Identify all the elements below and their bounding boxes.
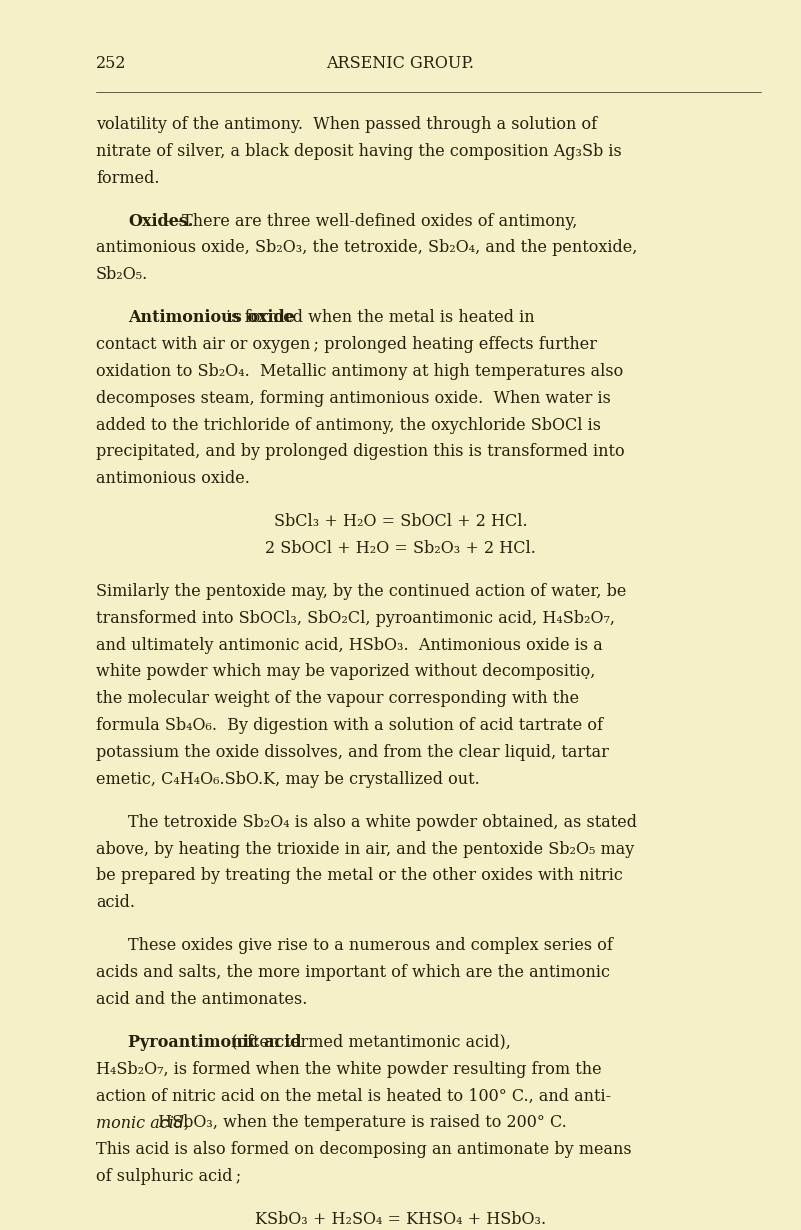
Text: antimonious oxide.: antimonious oxide. bbox=[96, 470, 250, 487]
Text: action of nitric acid on the metal is heated to 100° C., and anti-: action of nitric acid on the metal is he… bbox=[96, 1087, 611, 1105]
Text: Oxides.: Oxides. bbox=[128, 213, 194, 230]
Text: is formed when the metal is heated in: is formed when the metal is heated in bbox=[221, 309, 534, 326]
Text: monic acid,: monic acid, bbox=[96, 1114, 189, 1132]
Text: ARSENIC GROUP.: ARSENIC GROUP. bbox=[327, 55, 474, 71]
Text: (often termed metantimonic acid),: (often termed metantimonic acid), bbox=[226, 1034, 511, 1050]
Text: This acid is also formed on decomposing an antimonate by means: This acid is also formed on decomposing … bbox=[96, 1141, 632, 1159]
Text: Antimonious oxide: Antimonious oxide bbox=[128, 309, 295, 326]
Text: Pyroantimonic acid: Pyroantimonic acid bbox=[128, 1034, 302, 1050]
Text: precipitated, and by prolonged digestion this is transformed into: precipitated, and by prolonged digestion… bbox=[96, 443, 625, 460]
Text: the molecular weight of the vapour corresponding with the: the molecular weight of the vapour corre… bbox=[96, 690, 579, 707]
Text: 2 SbOCl + H₂O = Sb₂O₃ + 2 HCl.: 2 SbOCl + H₂O = Sb₂O₃ + 2 HCl. bbox=[265, 540, 536, 557]
Text: emetic, C₄H₄O₆.SbO.K, may be crystallized out.: emetic, C₄H₄O₆.SbO.K, may be crystallize… bbox=[96, 771, 480, 787]
Text: nitrate of silver, a black deposit having the composition Ag₃Sb is: nitrate of silver, a black deposit havin… bbox=[96, 143, 622, 160]
Text: acid.: acid. bbox=[96, 894, 135, 911]
Text: HSbO₃, when the temperature is raised to 200° C.: HSbO₃, when the temperature is raised to… bbox=[154, 1114, 567, 1132]
Text: oxidation to Sb₂O₄.  Metallic antimony at high temperatures also: oxidation to Sb₂O₄. Metallic antimony at… bbox=[96, 363, 623, 380]
Text: and ultimately antimonic acid, HSbO₃.  Antimonious oxide is a: and ultimately antimonic acid, HSbO₃. An… bbox=[96, 637, 603, 653]
Text: antimonious oxide, Sb₂O₃, the tetroxide, Sb₂O₄, and the pentoxide,: antimonious oxide, Sb₂O₃, the tetroxide,… bbox=[96, 240, 638, 256]
Text: be prepared by treating the metal or the other oxides with nitric: be prepared by treating the metal or the… bbox=[96, 867, 623, 884]
Text: Similarly the pentoxide may, by the continued action of water, be: Similarly the pentoxide may, by the cont… bbox=[96, 583, 626, 600]
Text: These oxides give rise to a numerous and complex series of: These oxides give rise to a numerous and… bbox=[128, 937, 613, 954]
Text: transformed into SbOCl₃, SbO₂Cl, pyroantimonic acid, H₄Sb₂O₇,: transformed into SbOCl₃, SbO₂Cl, pyroant… bbox=[96, 610, 615, 627]
Text: potassium the oxide dissolves, and from the clear liquid, tartar: potassium the oxide dissolves, and from … bbox=[96, 744, 609, 761]
Text: contact with air or oxygen ; prolonged heating effects further: contact with air or oxygen ; prolonged h… bbox=[96, 336, 597, 353]
Text: acid and the antimonates.: acid and the antimonates. bbox=[96, 991, 308, 1007]
Text: of sulphuric acid ;: of sulphuric acid ; bbox=[96, 1168, 241, 1184]
Text: —There are three well-defined oxides of antimony,: —There are three well-defined oxides of … bbox=[167, 213, 578, 230]
Text: above, by heating the trioxide in air, and the pentoxide Sb₂O₅ may: above, by heating the trioxide in air, a… bbox=[96, 840, 634, 857]
Text: 252: 252 bbox=[96, 55, 127, 71]
Text: KSbO₃ + H₂SO₄ = KHSO₄ + HSbO₃.: KSbO₃ + H₂SO₄ = KHSO₄ + HSbO₃. bbox=[255, 1212, 546, 1228]
Text: SbCl₃ + H₂O = SbOCl + 2 HCl.: SbCl₃ + H₂O = SbOCl + 2 HCl. bbox=[274, 513, 527, 530]
Text: Sb₂O₅.: Sb₂O₅. bbox=[96, 266, 148, 283]
Text: decomposes steam, forming antimonious oxide.  When water is: decomposes steam, forming antimonious ox… bbox=[96, 390, 611, 407]
Text: formula Sb₄O₆.  By digestion with a solution of acid tartrate of: formula Sb₄O₆. By digestion with a solut… bbox=[96, 717, 603, 734]
Text: volatility of the antimony.  When passed through a solution of: volatility of the antimony. When passed … bbox=[96, 116, 598, 133]
Text: formed.: formed. bbox=[96, 170, 159, 187]
Text: added to the trichloride of antimony, the oxychloride SbOCl is: added to the trichloride of antimony, th… bbox=[96, 417, 601, 433]
Text: The tetroxide Sb₂O₄ is also a white powder obtained, as stated: The tetroxide Sb₂O₄ is also a white powd… bbox=[128, 814, 637, 830]
Text: acids and salts, the more important of which are the antimonic: acids and salts, the more important of w… bbox=[96, 964, 610, 982]
Text: white powder which may be vaporized without decompositiọ,: white powder which may be vaporized with… bbox=[96, 663, 595, 680]
Text: H₄Sb₂O₇, is formed when the white powder resulting from the: H₄Sb₂O₇, is formed when the white powder… bbox=[96, 1060, 602, 1077]
